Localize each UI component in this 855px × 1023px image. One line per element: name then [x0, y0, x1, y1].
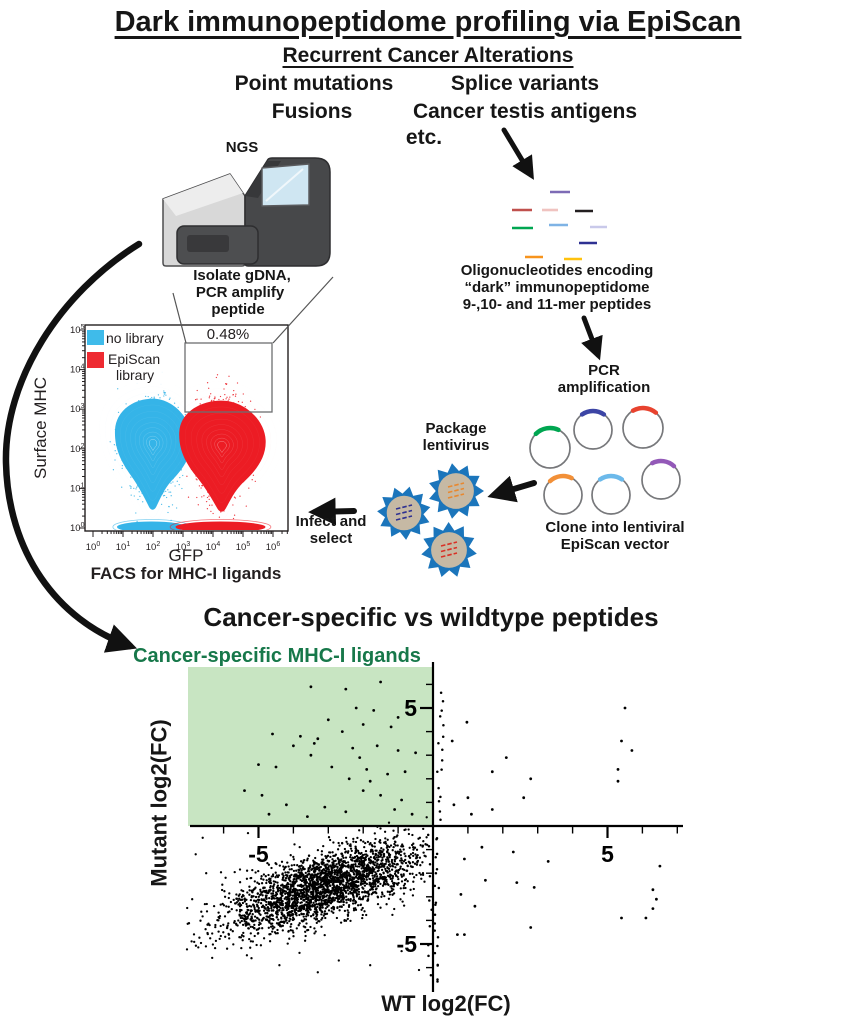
plasmid-icon: [591, 475, 631, 515]
alteration-point-mutations: Point mutations: [234, 72, 394, 95]
facs-xlabel: GFP: [169, 546, 204, 565]
arrow-ngs-to-results-curve: [2, 240, 143, 653]
gate-callout-lines: [172, 276, 334, 344]
oligos-caption-line2: “dark” immunopeptidome: [464, 279, 650, 296]
virus-genome: [440, 541, 458, 547]
plasmid-icon: [573, 410, 613, 450]
virus-genome: [440, 552, 458, 558]
alteration-splice-variants: Splice variants: [450, 72, 600, 95]
pcr-label-line1: PCR: [588, 362, 620, 379]
gate-percentage: 0.48%: [207, 326, 250, 343]
cancer-specific-region-label: Cancer-specific MHC-I ligands: [133, 645, 421, 667]
scatter-axes: [190, 662, 683, 992]
svg-text:100: 100: [70, 522, 85, 534]
plasmid-insert-arc: [579, 408, 607, 417]
arrow-oligos-to-pcr: [581, 315, 603, 361]
svg-text:library: library: [116, 367, 154, 383]
svg-text:EpiScan: EpiScan: [108, 351, 160, 367]
cancer-specific-region: [188, 667, 433, 826]
scatter-xtick--5: -5: [248, 841, 269, 867]
clone-caption-line1: Clone into lentiviral: [545, 519, 685, 536]
scatter-points: [185, 680, 662, 983]
isolate-caption-line3: peptide: [211, 301, 265, 318]
alteration-cancer-testis-antigens: Cancer testis antigens: [412, 100, 638, 123]
ngs-label: NGS: [225, 139, 259, 156]
facs-bottom-band: [117, 521, 186, 530]
svg-text:no library: no library: [106, 330, 164, 346]
svg-text:100: 100: [86, 541, 101, 553]
arrow-alterations-to-oligos: [501, 127, 534, 180]
plasmid-insert-arc: [597, 473, 625, 482]
legend-swatch-episcan: [87, 352, 104, 368]
facs-bottom-band: [175, 521, 266, 530]
ngs-sequencer-illustration: [162, 157, 331, 267]
package-label-line2: lentivirus: [422, 437, 490, 454]
isolate-caption-line1: Isolate gDNA,: [193, 267, 291, 284]
plasmid-insert-arc: [630, 405, 659, 415]
plasmid-insert-arc: [650, 458, 677, 469]
oligonucleotide-lines: [512, 190, 607, 261]
oligos-caption-line3: 9-,10- and 11-mer peptides: [462, 296, 652, 313]
legend-swatch-no-library: [87, 330, 104, 345]
page-title: Dark immunopeptidome profiling via EpiSc…: [114, 6, 742, 38]
virus-genome: [447, 482, 465, 488]
arrow-infect-select: [308, 497, 357, 526]
facs-sort-gate: [184, 342, 273, 413]
plasmid-insert-arc: [547, 473, 574, 484]
plasmid-insert-arc: [533, 425, 561, 437]
plasmid-icons: [529, 405, 681, 515]
virus-genome: [440, 546, 458, 553]
scatter-title: Cancer-specific vs wildtype peptides: [203, 602, 659, 632]
arrow-plasmids-to-virus: [487, 475, 537, 503]
clone-caption-line2: EpiScan vector: [560, 536, 670, 553]
svg-text:104: 104: [206, 541, 221, 553]
scatter-plot: -5 5 5 -5: [185, 662, 683, 992]
scatter-ytick--5: -5: [397, 931, 418, 957]
infect-label-line1: Infect and: [295, 513, 367, 530]
svg-text:105: 105: [236, 541, 251, 553]
svg-text:102: 102: [146, 541, 161, 553]
alteration-etc: etc.: [405, 126, 443, 149]
virus-genome: [395, 509, 413, 516]
infect-label-line2: select: [309, 530, 353, 547]
lentivirus-icons: [377, 463, 484, 577]
diagram-decorations: [377, 190, 681, 577]
facs-frame: [84, 324, 289, 532]
virus-genome: [447, 493, 465, 499]
alteration-fusions: Fusions: [271, 100, 353, 123]
scatter-xtick-5: 5: [601, 841, 614, 867]
scatter-xaxis-label: WT log2(FC): [381, 991, 511, 1016]
package-label-line1: Package: [425, 420, 487, 437]
isolate-caption-line2: PCR amplify: [195, 284, 285, 301]
alterations-heading: Recurrent Cancer Alterations: [282, 44, 574, 67]
scatter-yaxis-label: Mutant log2(FC): [146, 719, 172, 887]
facs-ylabel: Surface MHC: [31, 377, 50, 479]
svg-text:101: 101: [116, 541, 131, 553]
virus-genome: [395, 515, 413, 521]
svg-text:106: 106: [266, 541, 281, 553]
virus-genome: [447, 487, 465, 494]
oligos-caption-line1: Oligonucleotides encoding: [460, 262, 654, 279]
scatter-ytick-5: 5: [404, 695, 417, 721]
facs-caption: FACS for MHC-I ligands: [91, 564, 282, 583]
pcr-label-line2: amplification: [557, 379, 651, 396]
virus-genome: [395, 504, 413, 510]
